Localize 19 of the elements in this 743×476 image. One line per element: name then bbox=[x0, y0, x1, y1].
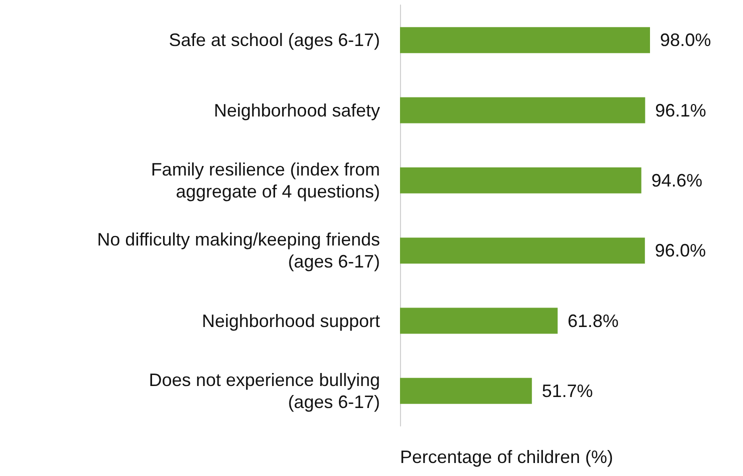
data-label: 96.1% bbox=[655, 100, 706, 120]
bar bbox=[400, 167, 642, 194]
bar bbox=[400, 27, 650, 54]
y-tick-label: No difficulty making/keeping friends (ages 6-17) bbox=[97, 230, 380, 272]
y-tick-label: Neighborhood safety bbox=[214, 100, 380, 120]
bar bbox=[400, 378, 532, 404]
y-tick-label: Family resilience (index from aggregate of 4 questions) bbox=[150, 159, 380, 202]
bar bbox=[400, 97, 646, 124]
y-tick-label: Does not experience bullying (ages 6-17) bbox=[148, 370, 380, 412]
bar bbox=[400, 238, 645, 264]
y-tick-label: Safe at school (ages 6-17) bbox=[168, 30, 380, 50]
data-label: 61.8% bbox=[568, 310, 619, 331]
data-label: 98.0% bbox=[660, 30, 712, 50]
data-label: 51.7% bbox=[542, 380, 593, 401]
data-label: 96.0% bbox=[654, 240, 706, 261]
bar bbox=[400, 308, 558, 334]
data-label: 94.6% bbox=[651, 170, 702, 190]
y-tick-label: Neighborhood support bbox=[202, 310, 380, 331]
x-axis-title: Percentage of children (%) bbox=[400, 447, 614, 467]
